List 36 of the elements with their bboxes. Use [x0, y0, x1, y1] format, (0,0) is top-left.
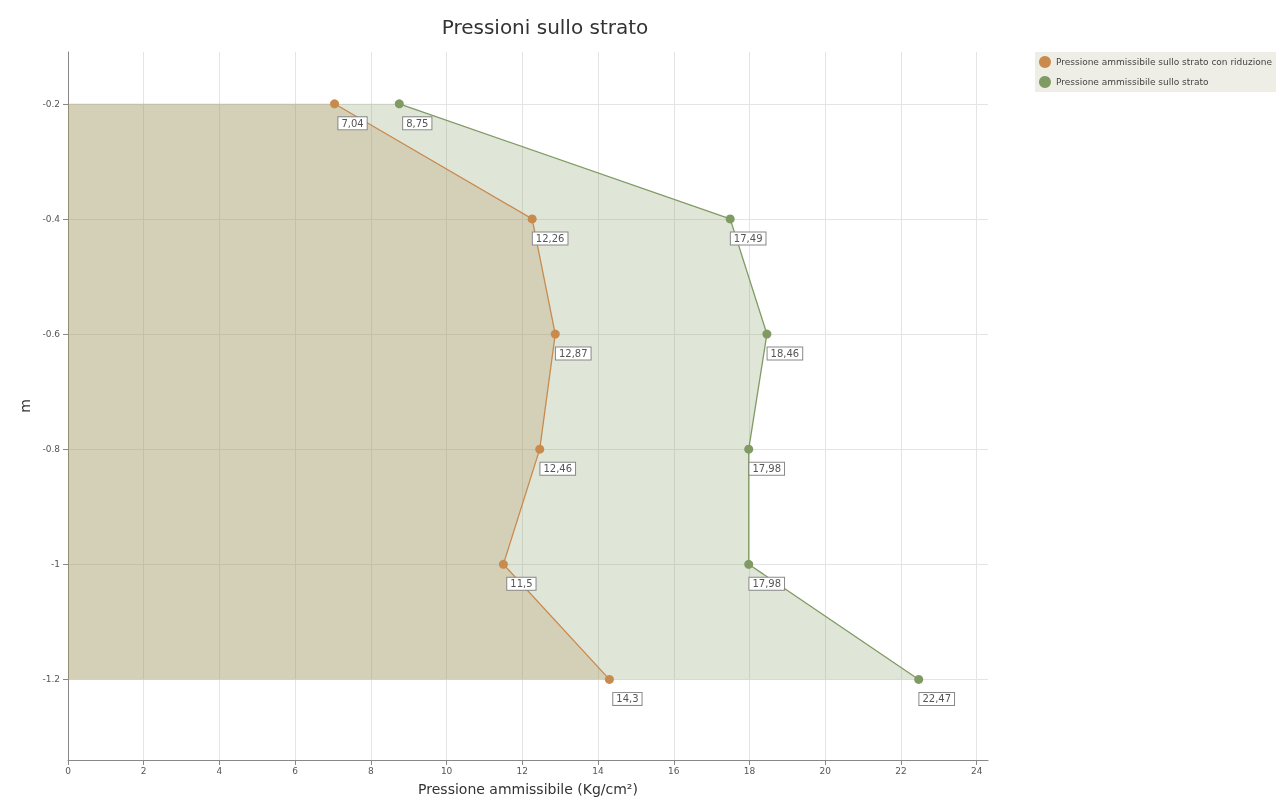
data-label: 22,47: [922, 693, 952, 705]
y-tick-label: -0.2: [42, 98, 60, 109]
data-label: 8,75: [406, 117, 429, 129]
x-tick-label: 20: [819, 765, 832, 776]
data-label: 17,98: [752, 463, 782, 475]
legend-label: Pressione ammissibile sullo strato con riduzione: [1055, 57, 1273, 67]
data-label: 18,46: [770, 348, 800, 360]
data-label: 12,26: [535, 232, 565, 244]
data-label: 7,04: [341, 117, 364, 129]
y-tick-label: -0.6: [42, 329, 61, 340]
x-tick-label: 6: [292, 765, 299, 776]
x-tick-label: 14: [592, 765, 605, 776]
x-tick-label: 16: [668, 765, 680, 776]
data-label: 12,87: [558, 348, 588, 360]
y-axis-title: m: [16, 399, 33, 413]
x-tick-label: 2: [140, 765, 147, 776]
y-tick-label: -1: [51, 559, 60, 570]
x-tick-label: 12: [516, 765, 529, 776]
x-tick-label: 18: [743, 765, 756, 776]
data-label: 17,49: [733, 232, 763, 244]
x-tick-label: 0: [65, 765, 72, 776]
y-tick-label: -0.4: [42, 213, 61, 224]
x-tick-label: 10: [440, 765, 453, 776]
data-label: 11,5: [510, 578, 533, 590]
data-label: 12,46: [543, 463, 573, 475]
x-tick-label: 4: [216, 765, 223, 776]
x-tick-label: 24: [970, 765, 983, 776]
x-tick-label: 8: [368, 765, 375, 776]
chart-title: Pressioni sullo strato: [441, 15, 649, 39]
x-tick-label: 22: [895, 765, 907, 776]
y-tick-label: -0.8: [42, 444, 61, 455]
data-label: 17,98: [752, 578, 782, 590]
x-axis-title: Pressione ammissibile (Kg/cm²): [418, 781, 638, 797]
y-tick-label: -1.2: [42, 674, 60, 685]
legend-label: Pressione ammissibile sullo strato: [1055, 77, 1210, 87]
data-label: 14,3: [616, 693, 639, 705]
